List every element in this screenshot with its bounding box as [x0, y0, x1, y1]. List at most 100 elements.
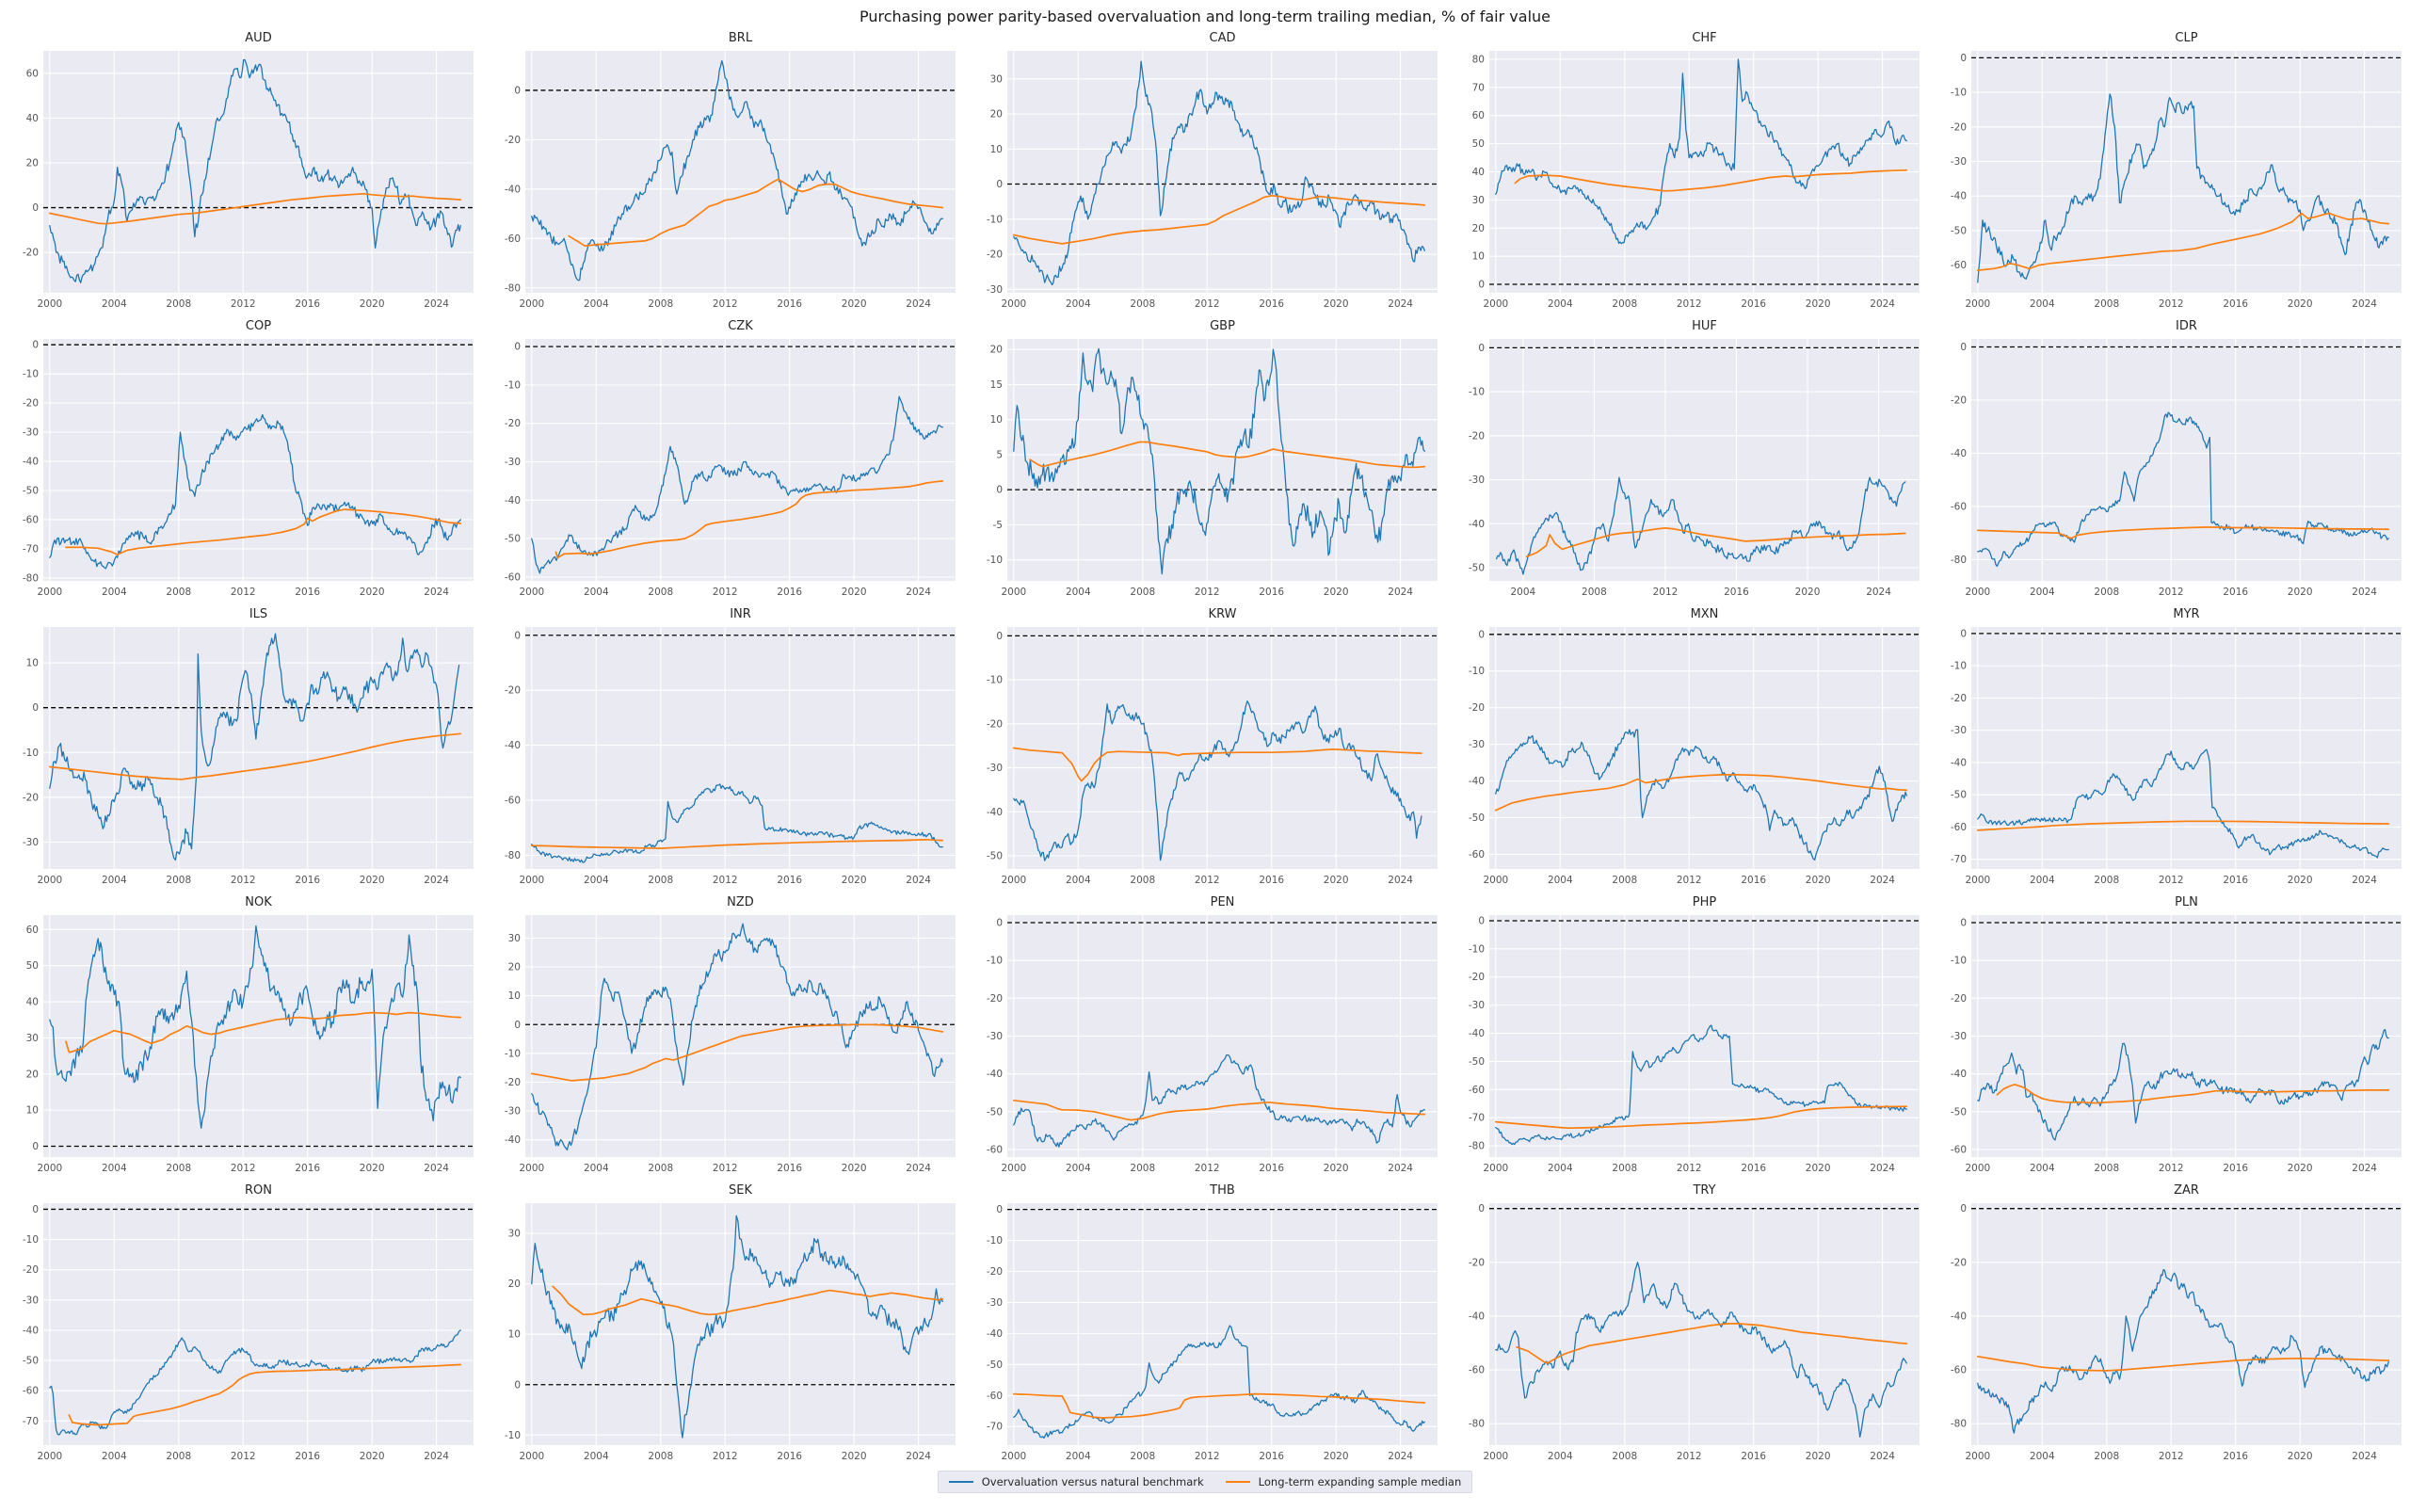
svg-text:0: 0 [32, 1141, 39, 1152]
svg-text:0: 0 [1960, 53, 1967, 64]
svg-text:2008: 2008 [2094, 875, 2119, 886]
svg-text:-20: -20 [1951, 121, 1967, 133]
svg-text:2024: 2024 [2352, 1163, 2377, 1174]
svg-text:2012: 2012 [231, 587, 256, 598]
svg-text:2016: 2016 [1724, 587, 1749, 598]
svg-text:-80: -80 [505, 282, 521, 294]
chart-canvas-BRL: 2000 2004 2008 2012 2016 2020 2024 0 -20 -40 -60 -8… [505, 51, 956, 310]
svg-text:2020: 2020 [842, 875, 867, 886]
svg-text:-5: -5 [993, 520, 1003, 531]
chart-canvas-MYR: 2000 2004 2008 2012 2016 2020 2024 0 -10 -20 -30 -4… [1951, 627, 2402, 886]
svg-text:2012: 2012 [1677, 1451, 1702, 1462]
svg-text:2024: 2024 [424, 1451, 449, 1462]
svg-text:-60: -60 [1951, 1365, 1967, 1376]
svg-text:-50: -50 [1951, 1106, 1967, 1118]
svg-text:-30: -30 [1951, 725, 1967, 736]
svg-text:2024: 2024 [906, 298, 931, 310]
svg-text:2004: 2004 [2030, 587, 2055, 598]
subplot-ZAR: ZAR 2000 2004 2008 2012 2016 2020 2024 0 -20 -40 -6… [1928, 1181, 2410, 1469]
chart-canvas-PLN: 2000 2004 2008 2012 2016 2020 2024 0 -10 -20 -30 -4… [1951, 915, 2402, 1174]
svg-text:-30: -30 [987, 284, 1003, 296]
subplot-title-BRL: BRL [728, 31, 753, 45]
chart-canvas-INR: 2000 2004 2008 2012 2016 2020 2024 0 -20 -40 -60 -8… [505, 627, 956, 886]
svg-text:2004: 2004 [1066, 587, 1091, 598]
median-line-swatch [1225, 1480, 1250, 1484]
svg-text:-20: -20 [505, 1077, 521, 1088]
svg-text:2020: 2020 [1324, 1163, 1349, 1174]
svg-text:2004: 2004 [584, 1451, 609, 1462]
svg-text:60: 60 [26, 68, 39, 79]
svg-text:-20: -20 [987, 249, 1003, 261]
chart-canvas-ZAR: 2000 2004 2008 2012 2016 2020 2024 0 -20 -40 -60 -8… [1951, 1203, 2402, 1462]
svg-text:-20: -20 [505, 418, 521, 429]
subplot-title-ILS: ILS [249, 607, 268, 621]
svg-text:2024: 2024 [1388, 298, 1413, 310]
svg-text:-40: -40 [987, 807, 1003, 818]
svg-text:2000: 2000 [519, 298, 544, 310]
subplot-title-THB: THB [1210, 1183, 1235, 1198]
svg-text:2016: 2016 [777, 875, 802, 886]
svg-text:-10: -10 [505, 1430, 521, 1441]
svg-text:-10: -10 [1469, 387, 1485, 398]
svg-text:2004: 2004 [1511, 587, 1536, 598]
svg-text:2000: 2000 [1483, 875, 1508, 886]
svg-text:40: 40 [26, 997, 39, 1008]
svg-text:-20: -20 [1951, 993, 1967, 1005]
svg-text:2024: 2024 [2352, 587, 2377, 598]
svg-text:2012: 2012 [231, 875, 256, 886]
chart-canvas-HUF: 2004 2008 2012 2016 2020 2024 0 -10 -20 -30 -40 -50 [1469, 339, 1920, 598]
chart-canvas-CLP: 2000 2004 2008 2012 2016 2020 2024 0 -10 -20 -30 -4… [1951, 51, 2402, 310]
svg-text:10: 10 [990, 414, 1003, 426]
svg-text:-20: -20 [987, 993, 1003, 1005]
svg-text:2008: 2008 [648, 1163, 673, 1174]
svg-text:-20: -20 [1469, 972, 1485, 983]
svg-text:-20: -20 [1951, 1257, 1967, 1268]
subplot-title-INR: INR [730, 607, 751, 621]
svg-text:2000: 2000 [1965, 298, 1990, 310]
subplot-title-CLP: CLP [2175, 31, 2198, 45]
svg-text:2020: 2020 [360, 1163, 385, 1174]
svg-text:20: 20 [508, 1279, 521, 1290]
svg-text:2004: 2004 [2030, 875, 2055, 886]
subplot-title-COP: COP [245, 319, 272, 333]
svg-text:-60: -60 [987, 1391, 1003, 1402]
svg-text:2008: 2008 [648, 298, 673, 310]
svg-text:2020: 2020 [842, 587, 867, 598]
svg-text:2020: 2020 [1795, 587, 1821, 598]
svg-text:2016: 2016 [1741, 298, 1766, 310]
svg-text:2020: 2020 [1806, 298, 1831, 310]
svg-text:0: 0 [514, 85, 521, 96]
svg-text:2008: 2008 [648, 1451, 673, 1462]
svg-text:-70: -70 [1469, 1113, 1485, 1124]
svg-text:2024: 2024 [906, 875, 931, 886]
chart-legend: Overvaluation versus natural benchmark L… [937, 1471, 1473, 1493]
svg-text:0: 0 [1478, 280, 1485, 291]
svg-text:60: 60 [26, 925, 39, 936]
svg-text:2012: 2012 [1195, 298, 1220, 310]
svg-text:-20: -20 [1951, 394, 1967, 406]
svg-text:-30: -30 [23, 427, 39, 439]
svg-text:2016: 2016 [295, 875, 320, 886]
svg-text:2008: 2008 [166, 875, 191, 886]
subplot-title-PHP: PHP [1692, 895, 1717, 909]
subplot-GBP: GBP 2000 2004 2008 2012 2016 2020 2024 20 15 10 5 0 -… [964, 316, 1446, 604]
svg-text:2020: 2020 [2288, 875, 2313, 886]
svg-text:2000: 2000 [519, 1163, 544, 1174]
svg-text:2004: 2004 [1066, 1163, 1091, 1174]
subplot-PHP: PHP 2000 2004 2008 2012 2016 2020 2024 0 -10 -20 -3… [1446, 893, 1928, 1181]
svg-text:2012: 2012 [231, 1163, 256, 1174]
svg-text:10: 10 [508, 1329, 521, 1341]
subplot-BRL: BRL 2000 2004 2008 2012 2016 2020 2024 0 -20 -40 -6… [482, 28, 964, 316]
svg-text:10: 10 [26, 658, 39, 669]
subplot-CAD: CAD 2000 2004 2008 2012 2016 2020 2024 30 20 10 0 -1… [964, 28, 1446, 316]
subplot-IDR: IDR 2000 2004 2008 2012 2016 2020 2024 0 -20 -40 -6… [1928, 316, 2410, 604]
svg-text:10: 10 [26, 1105, 39, 1117]
svg-text:2024: 2024 [906, 587, 931, 598]
svg-text:0: 0 [1960, 342, 1967, 353]
svg-text:-60: -60 [1469, 1085, 1485, 1096]
svg-text:-50: -50 [23, 1356, 39, 1367]
chart-canvas-THB: 2000 2004 2008 2012 2016 2020 2024 0 -10 -20 -30 -4… [987, 1203, 1438, 1462]
svg-text:2008: 2008 [648, 875, 673, 886]
svg-text:2020: 2020 [1324, 1451, 1349, 1462]
chart-canvas-CHF: 2000 2004 2008 2012 2016 2020 2024 0 10 20 30 40 50 6… [1472, 51, 1920, 310]
